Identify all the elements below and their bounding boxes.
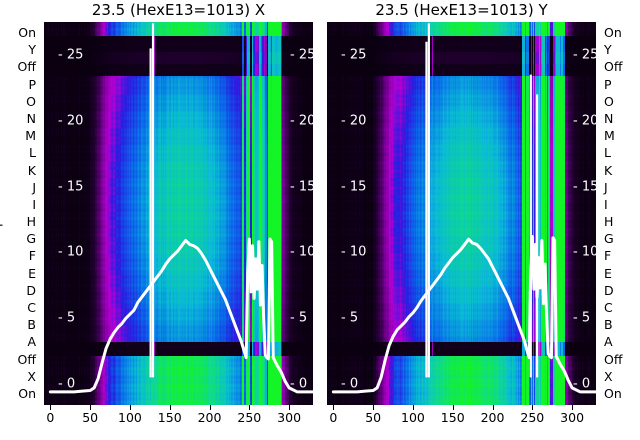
outer-y-tick-label: I	[604, 196, 608, 212]
x-axis-tick-label: 200	[480, 410, 505, 425]
x-axis-tick-label: 100	[401, 410, 425, 425]
x-axis-tick	[373, 405, 375, 410]
outer-y-tick-label: Y	[604, 41, 612, 57]
x-axis-tick-label: 0	[329, 410, 338, 425]
x-axis-tick	[492, 405, 494, 410]
x-axis-panel-y: 0 50 100 150 200 250 300	[327, 405, 596, 435]
x-axis-panel-x: 0 50 100 150 200 250 300	[44, 405, 313, 435]
outer-y-tick-label: D	[604, 282, 614, 298]
outer-y-tick-label: Off	[604, 351, 623, 367]
outer-y-tick-label: On	[18, 385, 36, 401]
panel-title-x: 23.5 (HexE13=1013) X	[91, 1, 266, 19]
x-axis-tick-label: 200	[197, 410, 222, 425]
outer-y-tick-label: X	[604, 368, 613, 384]
outer-y-tick-label: H	[26, 213, 36, 229]
x-axis-tick	[249, 405, 251, 410]
x-axis-tick-label: 250	[237, 410, 262, 425]
x-axis-tick-label: 300	[560, 410, 585, 425]
x-axis-tick-label: 100	[118, 410, 142, 425]
outer-y-tick-label: N	[604, 110, 614, 126]
outer-y-tick-label: Y	[28, 41, 36, 57]
x-axis-tick-label: 250	[520, 410, 545, 425]
outer-y-axis-right: On Y Off P O N M L K J I H G F E D C B A Off X On	[600, 22, 640, 405]
panel-title-y: 23.5 (HexE13=1013) Y	[375, 1, 548, 19]
x-axis-tick	[532, 405, 534, 410]
outer-y-tick-label: J	[32, 179, 36, 195]
x-axis-tick	[412, 405, 414, 410]
outer-y-tick-label: N	[26, 110, 36, 126]
outer-y-tick-label: X	[27, 368, 36, 384]
y-axis-title: Dipole	[0, 200, 3, 240]
outer-y-tick-label: B	[27, 316, 36, 332]
x-axis-tick	[129, 405, 131, 410]
x-axis-tick	[209, 405, 211, 410]
outer-y-tick-label: On	[18, 24, 36, 40]
x-axis-tick	[452, 405, 454, 410]
x-axis-tick-label: 150	[157, 410, 182, 425]
outer-y-tick-label: E	[604, 265, 612, 281]
x-axis-tick	[50, 405, 52, 410]
outer-y-axis-left: Dipole On Y Off P O N M L K J I H G F E D C B A Off X On	[0, 22, 40, 405]
outer-y-tick-label: E	[28, 265, 36, 281]
outer-y-tick-label: Off	[604, 59, 623, 75]
outer-y-tick-label: G	[26, 231, 36, 247]
outer-y-tick-label: L	[29, 145, 36, 161]
x-axis-tick	[289, 405, 291, 410]
outer-y-tick-label: On	[604, 24, 622, 40]
x-axis-tick	[572, 405, 574, 410]
profile-line	[331, 235, 596, 394]
x-axis-tick-label: 0	[46, 410, 55, 425]
outer-y-tick-label: I	[32, 196, 36, 212]
outer-y-tick-label: C	[604, 299, 613, 315]
x-axis-tick	[169, 405, 171, 410]
outer-y-tick-label: M	[604, 127, 615, 143]
heatmap-panel-y[interactable]	[327, 22, 596, 405]
outer-y-tick-label: P	[604, 76, 612, 92]
x-axis-tick	[333, 405, 335, 410]
outer-y-tick-label: J	[604, 179, 608, 195]
heatmap-panel-x[interactable]	[44, 22, 313, 405]
overlay-line-y	[331, 23, 596, 394]
outer-y-tick-label: K	[27, 162, 36, 178]
outer-y-tick-label: L	[604, 145, 611, 161]
x-axis-tick-label: 50	[82, 410, 99, 425]
outer-y-tick-label: G	[604, 231, 614, 247]
x-axis-tick-label: 300	[277, 410, 302, 425]
outer-y-tick-label: B	[604, 316, 613, 332]
outer-y-tick-label: F	[28, 248, 36, 264]
overlay-line-x	[48, 23, 313, 394]
outer-y-tick-label: A	[604, 334, 613, 350]
outer-y-tick-label: On	[604, 385, 622, 401]
x-axis-tick-label: 50	[365, 410, 382, 425]
outer-y-tick-label: F	[604, 248, 612, 264]
outer-y-tick-label: Off	[17, 351, 36, 367]
profile-line	[48, 237, 313, 394]
outer-y-tick-label: D	[26, 282, 36, 298]
outer-y-tick-label: A	[27, 334, 36, 350]
outer-y-tick-label: M	[25, 127, 36, 143]
outer-y-tick-label: H	[604, 213, 614, 229]
outer-y-tick-label: O	[604, 93, 614, 109]
outer-y-tick-label: K	[604, 162, 613, 178]
outer-y-tick-label: O	[26, 93, 36, 109]
outer-y-tick-label: C	[27, 299, 36, 315]
outer-y-tick-label: Off	[17, 59, 36, 75]
x-axis-tick-label: 150	[440, 410, 465, 425]
outer-y-tick-label: P	[28, 76, 36, 92]
x-axis-tick	[90, 405, 92, 410]
